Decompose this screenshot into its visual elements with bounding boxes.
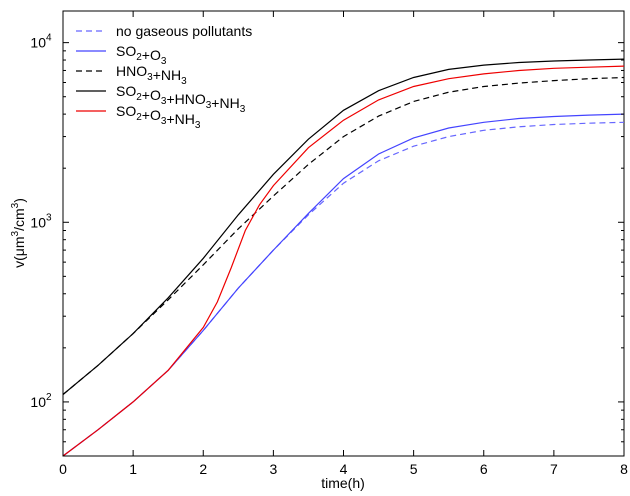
x-tick-label: 6 [480, 461, 488, 477]
y-ticks: 102 103 104 [30, 33, 624, 457]
legend-label-so2o3: SO2+O3 [116, 43, 167, 67]
x-tick-label: 1 [129, 461, 137, 477]
x-tick-label: 7 [550, 461, 558, 477]
x-axis-label: time(h) [321, 475, 365, 491]
y-tick-label: 104 [30, 33, 52, 51]
x-tick-label: 4 [340, 461, 348, 477]
series-line-all [62, 58, 625, 395]
plot-area [62, 10, 625, 457]
series-line-hno3nh3 [62, 76, 625, 395]
legend-label-so2o3nh3: SO2+O3+NH3 [116, 103, 201, 131]
x-tick-label: 5 [410, 461, 418, 477]
legend: no gaseous pollutantsSO2+O3HNO3+NH3SO2+O… [76, 23, 252, 131]
x-ticks: 0 1 2 3 4 5 6 7 8 [59, 11, 628, 477]
series-line-so2o3nh3 [62, 65, 625, 457]
series-layer [62, 58, 625, 457]
x-tick-label: 8 [620, 461, 628, 477]
x-tick-label: 0 [59, 461, 67, 477]
y-axis-label: v(μm3/cm3) [10, 198, 27, 268]
x-tick-label: 3 [269, 461, 277, 477]
legend-label-all: SO2+O3+HNO3+NH3 [116, 83, 246, 115]
y-tick-label: 103 [30, 212, 52, 230]
y-tick-label: 102 [30, 392, 52, 410]
legend-label-hno3nh3: HNO3+NH3 [116, 63, 187, 87]
legend-label-none: no gaseous pollutants [116, 23, 252, 39]
x-tick-label: 2 [199, 461, 207, 477]
